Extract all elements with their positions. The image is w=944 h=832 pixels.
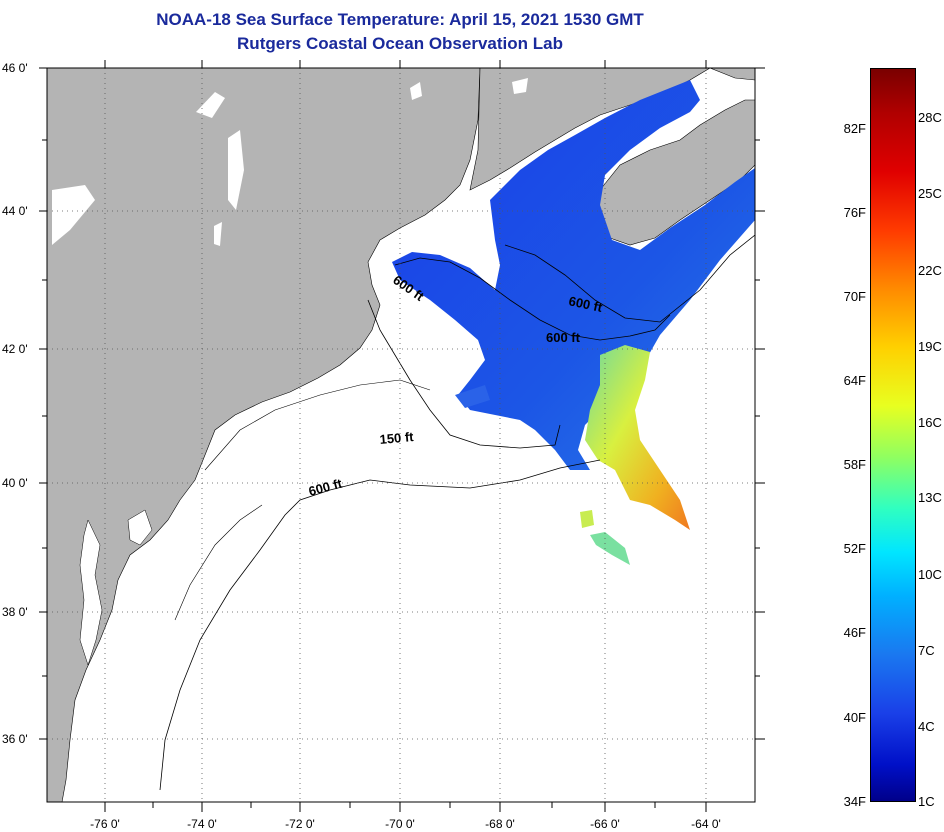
contour-600ft-gulf bbox=[394, 257, 671, 341]
colorbar-f-label: 46F bbox=[843, 625, 866, 640]
chesapeake-bay bbox=[79, 519, 103, 666]
colorbar-c-label: 4C bbox=[918, 719, 935, 734]
lake bbox=[214, 222, 222, 246]
colorbar-f-label: 52F bbox=[843, 541, 866, 556]
contour-inner bbox=[204, 379, 431, 471]
map-frame bbox=[46, 67, 756, 803]
lon-label: -66 0' bbox=[590, 817, 620, 831]
contour-150ft bbox=[367, 299, 561, 449]
colorbar-c-label: 10C bbox=[918, 567, 942, 582]
colorbar-f-label: 34F bbox=[843, 794, 866, 809]
land-north-east bbox=[709, 68, 755, 81]
lon-label: -70 0' bbox=[385, 817, 415, 831]
contour-label: 600 ft bbox=[567, 293, 604, 315]
colorbar-f-label: 70F bbox=[843, 289, 866, 304]
colorbar-f-label: 76F bbox=[843, 205, 866, 220]
colorbar-c-label: 16C bbox=[918, 415, 942, 430]
colorbar-f-label: 64F bbox=[843, 373, 866, 388]
delaware-bay bbox=[127, 509, 153, 546]
sst-cold-water bbox=[392, 80, 755, 470]
contour-label: 150 ft bbox=[379, 429, 415, 447]
sst-warm-patch bbox=[590, 532, 630, 565]
colorbar-f-label: 58F bbox=[843, 457, 866, 472]
land-mainland bbox=[47, 68, 481, 802]
lat-label: 44 0' bbox=[2, 204, 28, 218]
lon-label: -72 0' bbox=[285, 817, 315, 831]
lat-label: 36 0' bbox=[2, 732, 28, 746]
land-nova-scotia bbox=[597, 99, 755, 246]
map-subtitle: Rutgers Coastal Ocean Observation Lab bbox=[237, 34, 563, 53]
map-title: NOAA-18 Sea Surface Temperature: April 1… bbox=[156, 10, 644, 29]
lon-label: -64 0' bbox=[691, 817, 721, 831]
contour-600ft-shelf bbox=[159, 459, 601, 791]
colorbar-f-label: 40F bbox=[843, 710, 866, 725]
sst-warm-patch bbox=[580, 510, 594, 528]
lake bbox=[52, 185, 95, 245]
lake bbox=[196, 92, 225, 118]
lon-label: -76 0' bbox=[90, 817, 120, 831]
lake bbox=[512, 78, 528, 94]
temperature-colorbar bbox=[870, 68, 916, 802]
contour-label: 600 ft bbox=[546, 330, 581, 345]
sst-cold-patch bbox=[455, 385, 490, 408]
colorbar-c-label: 19C bbox=[918, 339, 942, 354]
lon-label: -74 0' bbox=[187, 817, 217, 831]
colorbar-c-label: 28C bbox=[918, 110, 942, 125]
contour-inner bbox=[174, 504, 263, 621]
lake bbox=[410, 82, 422, 100]
tick-marks bbox=[39, 60, 765, 812]
lat-label: 40 0' bbox=[2, 476, 28, 490]
lat-label: 46 0' bbox=[2, 61, 28, 75]
colorbar-c-label: 1C bbox=[918, 794, 935, 809]
colorbar-c-label: 22C bbox=[918, 263, 942, 278]
grid-lines bbox=[47, 68, 755, 802]
lat-label: 42 0' bbox=[2, 342, 28, 356]
lat-label: 38 0' bbox=[2, 605, 28, 619]
lake bbox=[228, 130, 244, 210]
lon-label: -68 0' bbox=[485, 817, 515, 831]
colorbar-c-label: 25C bbox=[918, 186, 942, 201]
sst-warm-water bbox=[585, 345, 690, 530]
contour-600ft-scotian bbox=[504, 234, 755, 323]
colorbar-c-label: 13C bbox=[918, 490, 942, 505]
colorbar-c-label: 7C bbox=[918, 643, 935, 658]
colorbar-f-label: 82F bbox=[843, 121, 866, 136]
